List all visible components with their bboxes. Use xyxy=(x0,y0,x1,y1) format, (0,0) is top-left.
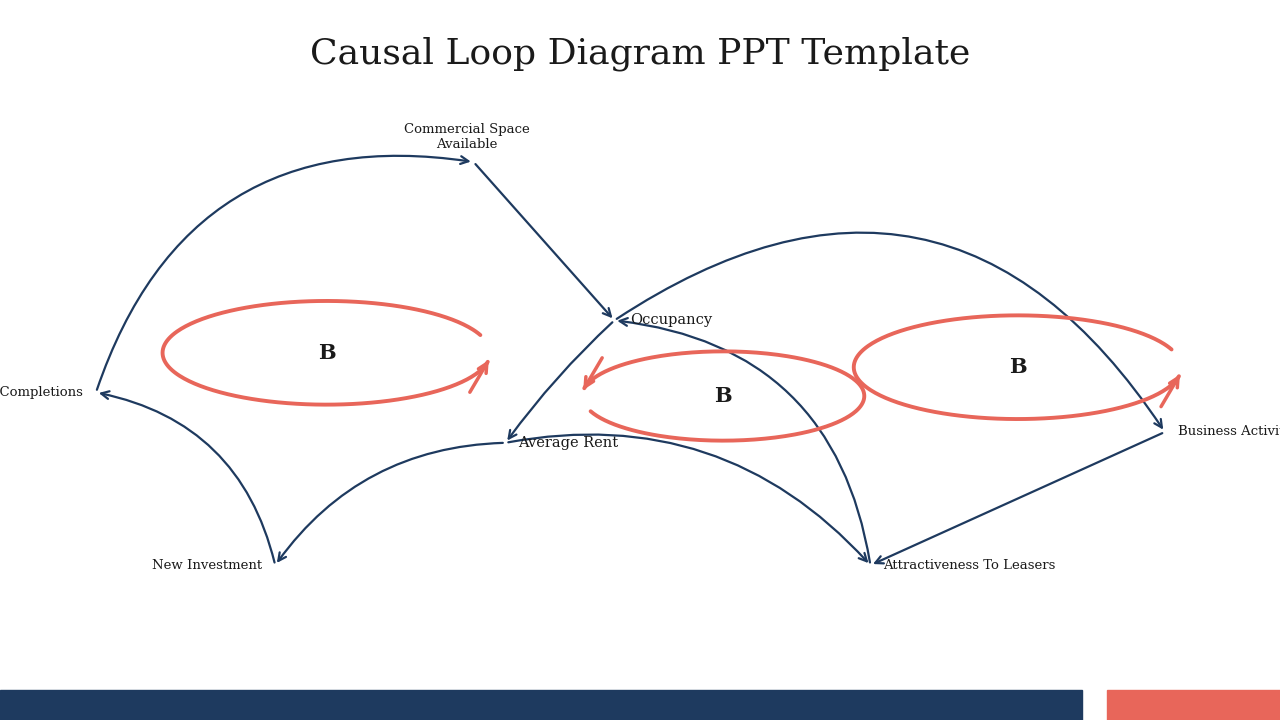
Text: B: B xyxy=(714,386,732,406)
Text: Causal Loop Diagram PPT Template: Causal Loop Diagram PPT Template xyxy=(310,37,970,71)
Text: Building Completions: Building Completions xyxy=(0,386,83,399)
Text: Business Activity: Business Activity xyxy=(1178,426,1280,438)
Text: Occupancy: Occupancy xyxy=(630,313,712,328)
Text: B: B xyxy=(317,343,335,363)
Text: B: B xyxy=(1009,357,1027,377)
Text: Commercial Space
Available: Commercial Space Available xyxy=(404,123,530,151)
Text: New Investment: New Investment xyxy=(152,559,262,572)
Bar xyxy=(0,690,1082,720)
Text: Attractiveness To Leasers: Attractiveness To Leasers xyxy=(883,559,1056,572)
Text: Average Rent: Average Rent xyxy=(518,436,618,450)
Bar xyxy=(1107,690,1280,720)
